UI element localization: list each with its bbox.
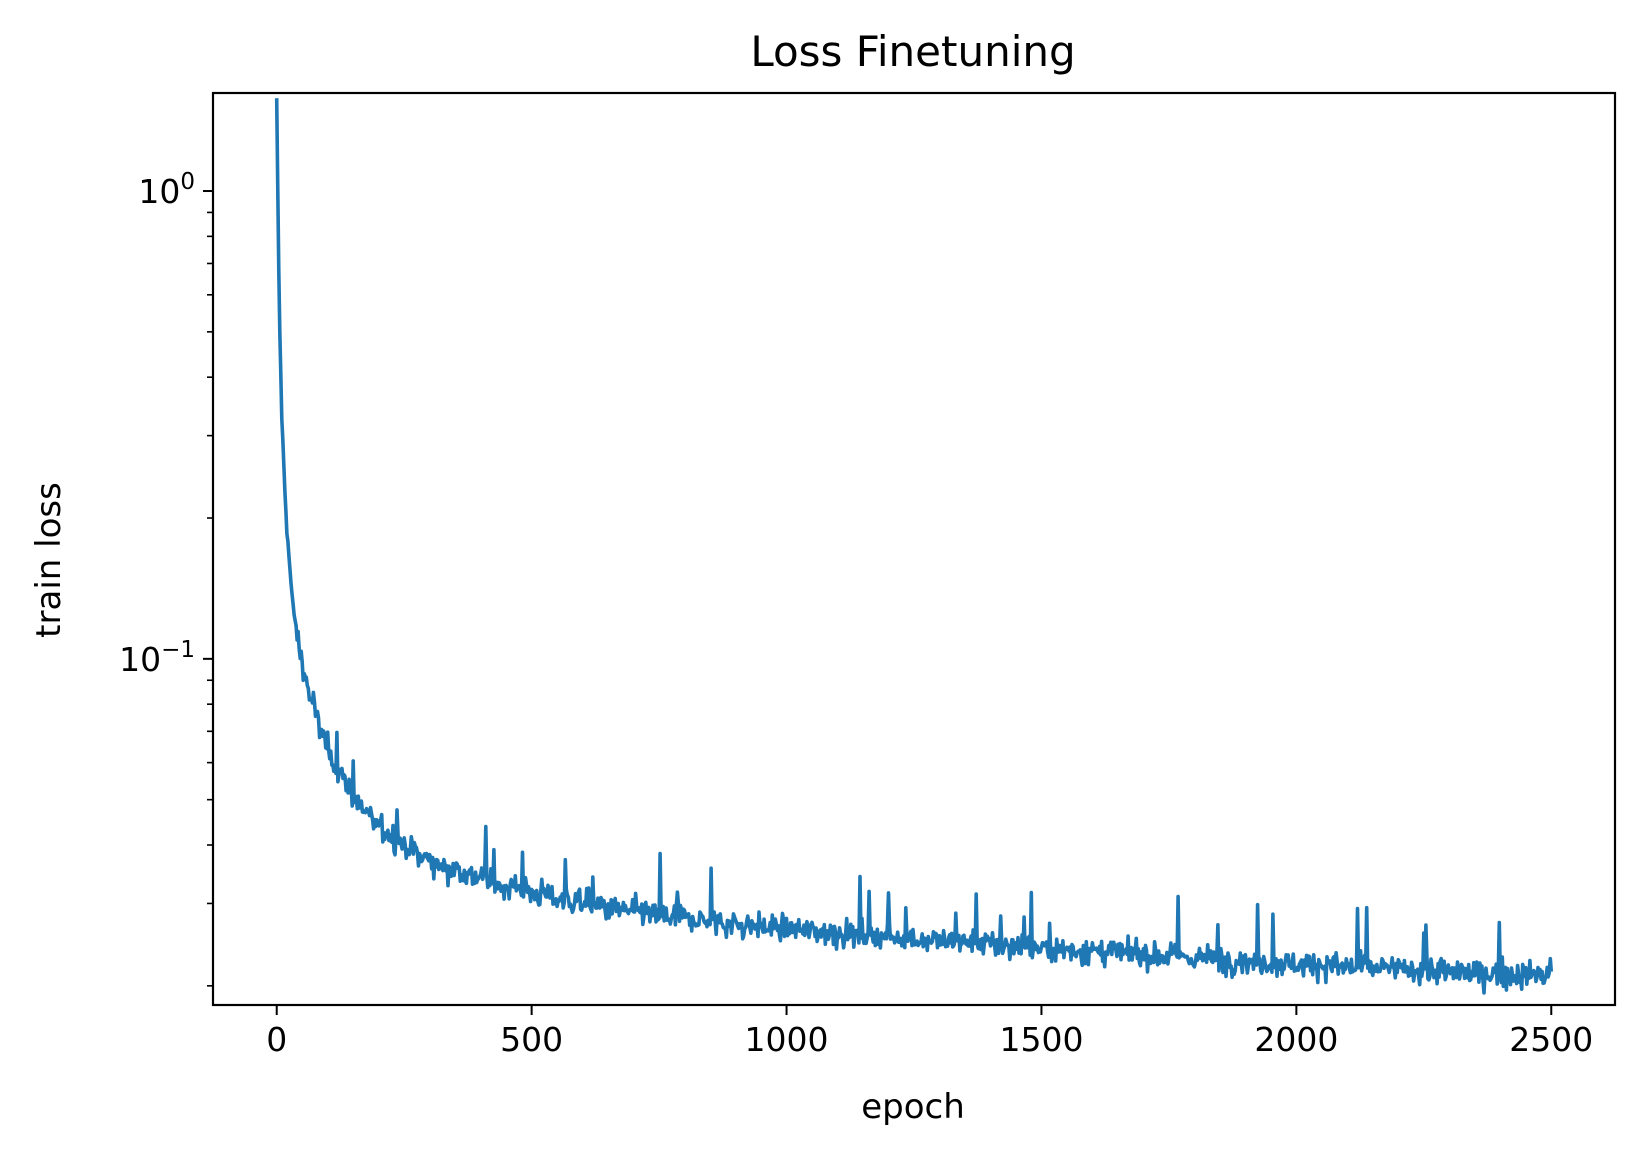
x-axis-label: epoch <box>861 1087 965 1127</box>
plot-area <box>274 98 1554 995</box>
y-tick-label-exponent: −1 <box>161 637 195 663</box>
y-tick-label-exponent: 0 <box>180 169 195 195</box>
y-tick-label-base: 10 <box>119 640 161 679</box>
y-tick-label: 10−1 <box>119 637 195 679</box>
axes-frame <box>211 91 1617 1007</box>
x-tick-label: 2500 <box>1509 1020 1593 1059</box>
x-tick-label: 0 <box>266 1020 287 1059</box>
y-tick-label: 100 <box>138 169 195 211</box>
x-tick-label: 1000 <box>745 1020 829 1059</box>
chart-title: Loss Finetuning <box>750 27 1075 76</box>
x-tick-label: 2000 <box>1254 1020 1338 1059</box>
y-axis-label: train loss <box>29 482 69 638</box>
y-tick-label-base: 10 <box>138 172 180 211</box>
series-line-train-loss <box>274 98 1554 995</box>
x-tick-label: 1500 <box>999 1020 1083 1059</box>
x-tick-label: 500 <box>500 1020 563 1059</box>
